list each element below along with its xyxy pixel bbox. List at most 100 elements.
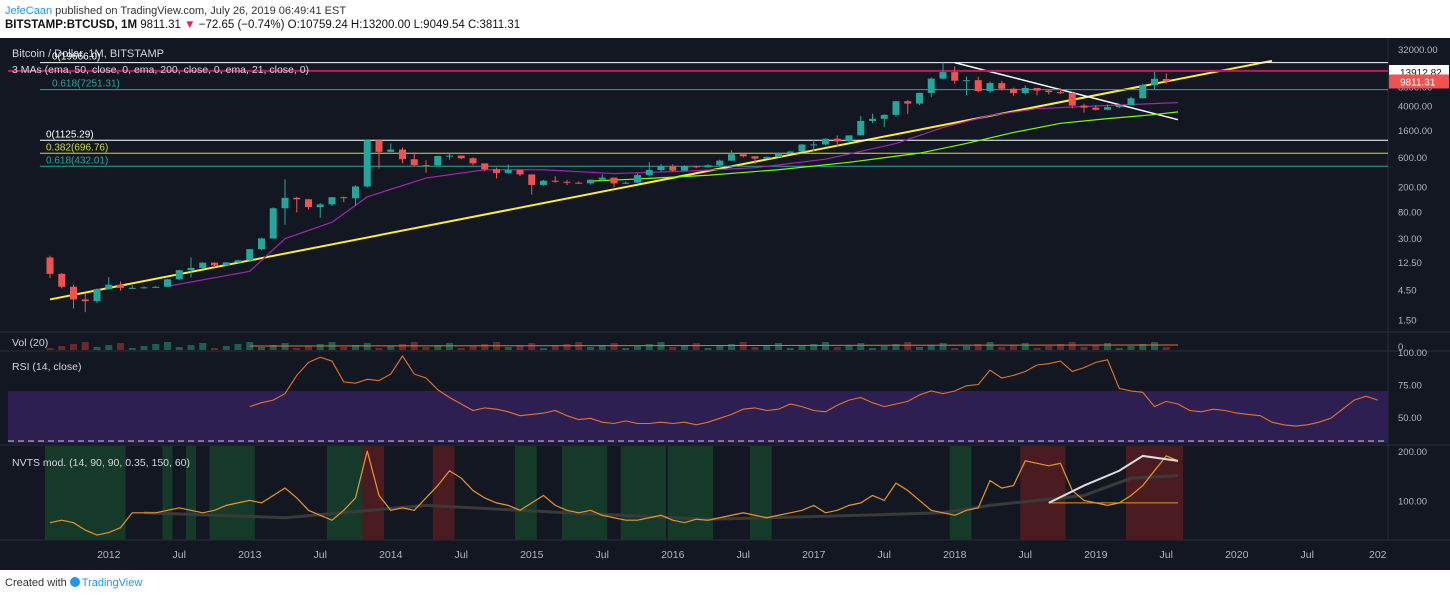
volume-bar <box>152 344 160 350</box>
time-axis-label: Jul <box>1160 549 1173 561</box>
volume-bar <box>117 343 124 350</box>
price-axis-label: 1.50 <box>1398 315 1417 326</box>
candle-body <box>352 186 359 199</box>
candle-body <box>281 197 289 209</box>
rsi-axis-label: 100.00 <box>1398 348 1427 359</box>
volume-bar <box>857 343 865 350</box>
volume-bar <box>211 348 218 350</box>
candle-body <box>692 166 700 168</box>
volume-bar <box>751 347 759 350</box>
tradingview-link[interactable]: TradingView <box>81 577 143 589</box>
candle-body <box>164 279 171 287</box>
volume-bar <box>293 348 301 350</box>
nvts-zone <box>186 446 196 540</box>
nvts-zone <box>362 446 384 540</box>
candle-body <box>434 156 442 166</box>
author-link[interactable]: JefeCaan <box>5 5 53 17</box>
fib-level-label: 0(1125.29) <box>46 129 94 140</box>
volume-bar <box>692 343 700 350</box>
volume-bar <box>904 342 912 350</box>
volume-bar <box>504 347 512 350</box>
candle-body <box>998 83 1006 89</box>
symbol-line: BITSTAMP:BTCUSD, 1M 9811.31 ▼ −72.65 (−0… <box>5 19 520 31</box>
candle-body <box>340 197 348 199</box>
price-axis-label: 200.00 <box>1398 183 1427 194</box>
time-axis-label: 2012 <box>97 549 121 561</box>
volume-bar <box>728 344 735 350</box>
change-arrow-icon: ▼ <box>184 19 196 31</box>
volume-bar <box>1104 343 1111 350</box>
candle-body <box>704 165 712 168</box>
volume-bar <box>481 344 489 350</box>
candle-body <box>140 287 148 289</box>
candle-body <box>81 299 89 302</box>
volume-bar <box>140 346 148 350</box>
volume-bar <box>798 346 806 350</box>
volume-bar <box>305 346 312 350</box>
volume-bar <box>775 343 782 350</box>
time-axis-label: Jul <box>314 549 327 561</box>
created-with: Created with TradingView <box>5 577 142 589</box>
ema-50-line <box>167 102 1179 287</box>
candle-body <box>563 181 571 183</box>
candle-body <box>822 138 829 145</box>
indicator-panes <box>8 342 1388 540</box>
candle-body <box>951 72 959 81</box>
volume-bar <box>833 347 841 350</box>
volume-bar <box>234 344 242 350</box>
volume-bar <box>1033 348 1041 350</box>
volume-axis-label: 0 <box>1398 342 1403 353</box>
fib-level-label: 0.618(432.01) <box>46 155 108 166</box>
candle-body <box>1080 105 1088 108</box>
nvts-zone <box>750 446 772 540</box>
volume-bar <box>951 348 959 350</box>
price-axis-label: 32000.00 <box>1398 45 1438 56</box>
volume-bar <box>222 346 230 350</box>
price-axis-label: 12.50 <box>1398 258 1422 269</box>
volume-bar <box>446 343 453 350</box>
rsi-axis-label: 75.00 <box>1398 381 1422 392</box>
volume-bar <box>175 347 183 350</box>
volume-bar <box>46 348 54 350</box>
rsi-line <box>249 354 1378 427</box>
candle-body <box>963 80 970 82</box>
volume-bar <box>563 344 571 350</box>
nvts-projection-line <box>1048 454 1179 504</box>
time-axis-label: 2016 <box>661 549 685 561</box>
volume-bar <box>998 347 1006 350</box>
rsi-axis-label: 50.00 <box>1398 413 1422 424</box>
candle-body <box>575 182 583 184</box>
volume-bar <box>927 345 935 350</box>
chart-canvas[interactable]: 2012 Jul 2013 Jul 2014 Jul 2015 Jul 2016 Jul 2017 J… <box>0 38 1450 570</box>
candle-body <box>1021 87 1029 94</box>
candle-body <box>916 92 923 104</box>
volume-bar <box>269 345 277 350</box>
candle-body <box>493 169 500 173</box>
candle-body <box>457 155 465 159</box>
volume-bar <box>963 346 970 350</box>
nvts-zone <box>432 446 455 540</box>
volume-bar <box>422 347 430 350</box>
volume-bar <box>434 345 442 350</box>
volume-bar <box>869 348 876 350</box>
candle-body <box>622 182 630 184</box>
candle-body <box>46 257 54 274</box>
candle-body <box>751 156 759 159</box>
rsi-title: RSI (14, close) <box>12 361 81 373</box>
volume-bar <box>1092 345 1100 350</box>
candle-body <box>446 155 453 157</box>
time-axis-label: Jul <box>173 549 186 561</box>
candle-body <box>587 179 594 184</box>
candle-body <box>798 144 806 152</box>
published-text: published on TradingView.com, July 26, 2… <box>55 5 347 17</box>
candle-body <box>974 80 982 92</box>
fib-level-label: 0.618(7251.31) <box>52 79 120 90</box>
volume-bar <box>258 347 265 350</box>
volume-bar <box>810 344 818 350</box>
volume-bar <box>845 345 853 350</box>
price-change: −72.65 (−0.74%) <box>198 19 285 31</box>
volume-bar <box>1045 346 1053 350</box>
time-axis-label: 202 <box>1369 549 1387 561</box>
volume-bar <box>587 347 594 350</box>
